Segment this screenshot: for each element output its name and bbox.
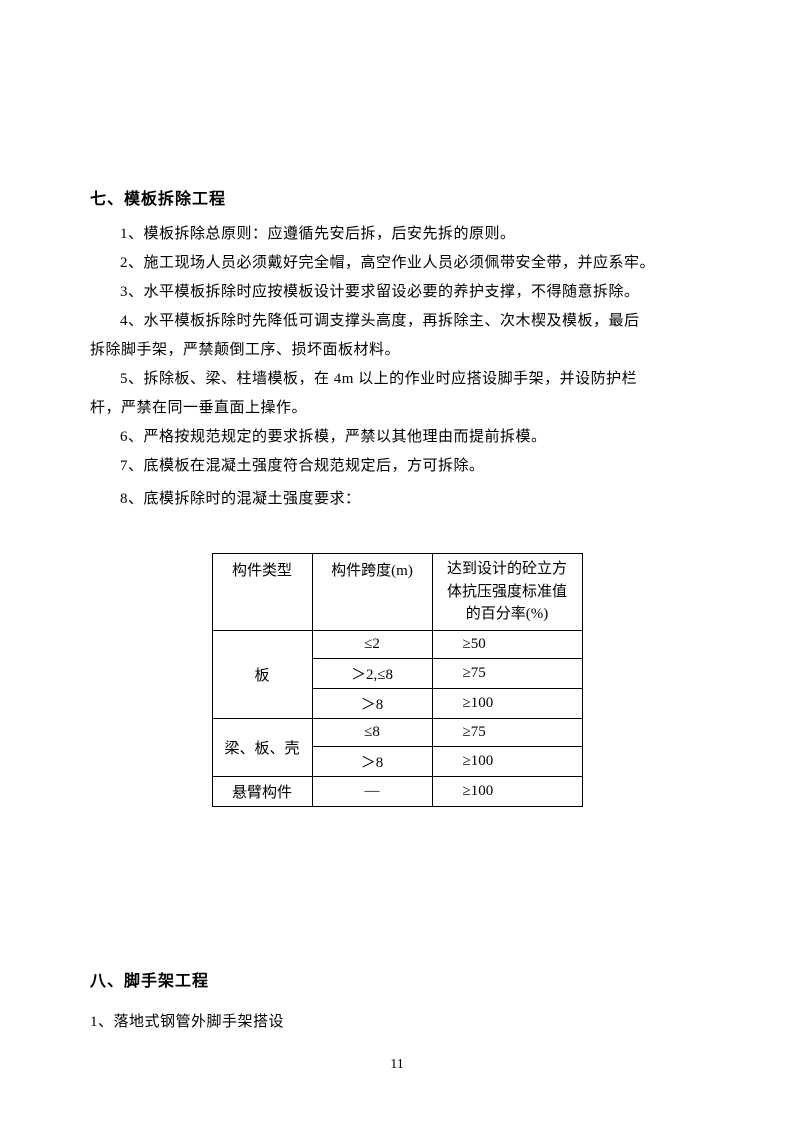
- cell-span: ≤8: [312, 718, 432, 746]
- para-7-1: 1、模板拆除总原则：应遵循先安后拆，后安先拆的原则。: [90, 221, 704, 248]
- page-number: 11: [0, 1057, 794, 1073]
- cell-span: —: [312, 776, 432, 806]
- para-7-5a: 5、拆除板、梁、柱墙模板，在 4m 以上的作业时应搭设脚手架，并设防护栏: [90, 366, 704, 393]
- table-row: 悬臂构件 — ≥100: [212, 776, 582, 806]
- para-8-1: 1、落地式钢管外脚手架搭设: [90, 1009, 704, 1036]
- cell-percent: ≥75: [432, 658, 582, 688]
- para-7-4a: 4、水平模板拆除时先降低可调支撑头高度，再拆除主、次木楔及模板，最后: [90, 308, 704, 335]
- cell-percent: ≥100: [432, 688, 582, 718]
- cell-percent: ≥100: [432, 776, 582, 806]
- strength-table: 构件类型 构件跨度(m) 达到设计的砼立方体抗压强度标准值的百分率(%) 板 ≤…: [212, 553, 583, 807]
- th-span: 构件跨度(m): [312, 554, 432, 631]
- cell-type-3: 悬臂构件: [212, 776, 312, 806]
- cell-percent: ≥50: [432, 630, 582, 658]
- cell-span: ≤2: [312, 630, 432, 658]
- cell-type-1: 板: [212, 630, 312, 718]
- table-row: 板 ≤2 ≥50: [212, 630, 582, 658]
- cell-percent: ≥100: [432, 746, 582, 776]
- section-7-heading: 七、模板拆除工程: [90, 185, 704, 209]
- cell-span: ＞8: [312, 688, 432, 718]
- th-percent: 达到设计的砼立方体抗压强度标准值的百分率(%): [432, 554, 582, 631]
- para-7-8: 8、底模拆除时的混凝土强度要求：: [90, 486, 704, 513]
- cell-span: ＞2,≤8: [312, 658, 432, 688]
- th-type: 构件类型: [212, 554, 312, 631]
- cell-percent: ≥75: [432, 718, 582, 746]
- table-row: 梁、板、壳 ≤8 ≥75: [212, 718, 582, 746]
- para-7-5b: 杆，严禁在同一垂直面上操作。: [90, 395, 704, 422]
- section-8-heading: 八、脚手架工程: [90, 967, 704, 991]
- cell-type-2: 梁、板、壳: [212, 718, 312, 776]
- cell-span: ＞8: [312, 746, 432, 776]
- para-7-6: 6、严格按规范规定的要求拆模，严禁以其他理由而提前拆模。: [90, 424, 704, 451]
- table-header-row: 构件类型 构件跨度(m) 达到设计的砼立方体抗压强度标准值的百分率(%): [212, 554, 582, 631]
- para-7-4b: 拆除脚手架，严禁颠倒工序、损坏面板材料。: [90, 337, 704, 364]
- para-7-3: 3、水平模板拆除时应按模板设计要求留设必要的养护支撑，不得随意拆除。: [90, 279, 704, 306]
- para-7-2: 2、施工现场人员必须戴好完全帽，高空作业人员必须佩带安全带，并应系牢。: [90, 250, 704, 277]
- strength-table-wrapper: 构件类型 构件跨度(m) 达到设计的砼立方体抗压强度标准值的百分率(%) 板 ≤…: [90, 553, 704, 807]
- para-7-7: 7、底模板在混凝土强度符合规范规定后，方可拆除。: [90, 453, 704, 480]
